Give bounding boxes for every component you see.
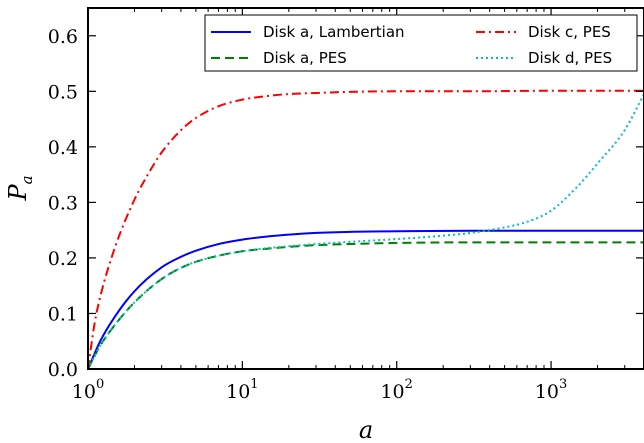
y-tick-label: 0.2 bbox=[48, 248, 78, 270]
legend-label-3: Disk d, PES bbox=[528, 49, 612, 67]
x-axis-label: a bbox=[359, 416, 373, 443]
legend: Disk a, Lambertian Disk a, PES Disk c, PES… bbox=[204, 14, 638, 72]
series-line-2 bbox=[87, 89, 644, 370]
legend-label-1: Disk a, PES bbox=[263, 49, 347, 67]
x-tick-label: 101 bbox=[226, 377, 258, 403]
y-tick-label: 0.1 bbox=[48, 303, 78, 325]
y-tick-label: 0.6 bbox=[48, 26, 78, 48]
legend-label-2: Disk c, PES bbox=[528, 23, 611, 41]
legend-label-0: Disk a, Lambertian bbox=[263, 23, 405, 41]
y-axis-label-main: P bbox=[4, 184, 32, 202]
y-tick-label: 0.5 bbox=[48, 81, 78, 103]
y-tick-label: 0.4 bbox=[48, 137, 78, 159]
y-tick-label: 0.3 bbox=[48, 192, 78, 214]
x-tick-label: 100 bbox=[72, 377, 104, 403]
y-tick-label: 0.0 bbox=[48, 359, 78, 381]
y-axis-label: Pa bbox=[4, 175, 36, 201]
series-line-3 bbox=[87, 93, 644, 370]
plot-frame bbox=[87, 7, 644, 370]
series-layer bbox=[87, 89, 644, 370]
x-tick-label: 103 bbox=[535, 377, 567, 403]
ticks-layer: 0.0 0.1 0.2 0.3 0.4 0.5 0.6 100 101 102 103 bbox=[48, 8, 644, 403]
x-tick-label: 102 bbox=[380, 377, 412, 403]
y-axis-label-subscript: a bbox=[18, 175, 36, 184]
series-line-0 bbox=[87, 229, 644, 370]
legend-box bbox=[204, 14, 638, 72]
